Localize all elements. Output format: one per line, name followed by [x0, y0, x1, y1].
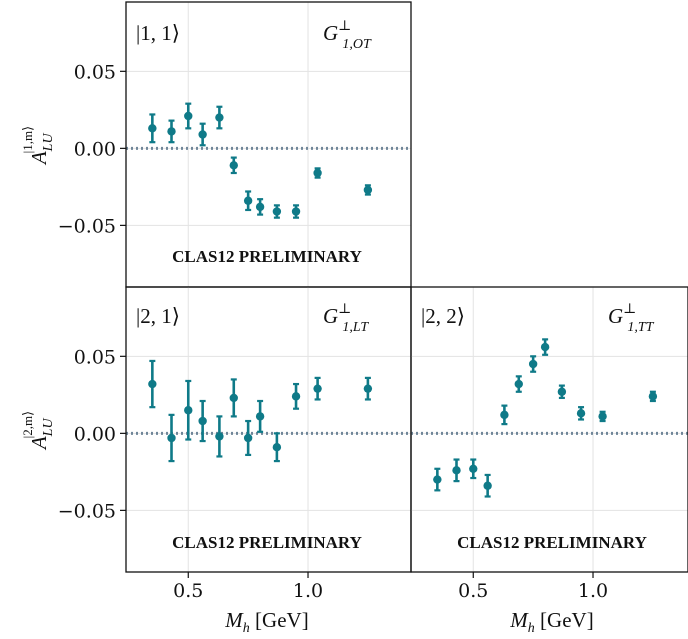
function-symbol: G	[323, 21, 338, 45]
data-point	[215, 432, 224, 441]
panel-frame	[125, 286, 412, 573]
function-symbol: G	[608, 304, 623, 328]
x-axis-label-left: Mh [GeV]	[224, 608, 308, 636]
x-axis-sub: h	[243, 621, 250, 636]
data-point	[469, 464, 478, 473]
data-point	[433, 475, 442, 484]
y-tick-label: 0.00	[74, 138, 116, 160]
y-axis-label-top: ALU |1,m⟩	[20, 126, 56, 166]
data-point	[215, 113, 224, 122]
y-axis-symbol: A	[27, 436, 51, 451]
x-tick-label: 1.0	[293, 580, 323, 602]
function-label-bottom-left: G⊥ 1,LT	[323, 302, 369, 335]
data-point	[528, 359, 538, 369]
state-label-bottom-left: |2, 1⟩	[136, 304, 180, 328]
data-point	[229, 393, 238, 403]
data-point	[272, 443, 282, 452]
function-sub: 1,TT	[627, 320, 654, 335]
function-sub: 1,OT	[342, 37, 372, 52]
panel-bottom-right: 0.5 1.0	[410, 286, 688, 602]
y-axis-sub: LU	[41, 133, 56, 153]
y-axis-sup: |1,m⟩	[20, 126, 35, 154]
data-point	[198, 130, 207, 139]
data-point	[184, 406, 193, 415]
data-point	[648, 392, 658, 401]
y-axis-symbol: A	[27, 151, 51, 166]
y-tick-label: 0.00	[74, 423, 116, 445]
data-point	[229, 161, 238, 170]
panel-bottom-left: 0.05 0.00 −0.05 0.5 1.0	[58, 286, 412, 602]
data-point	[198, 416, 207, 426]
function-label-bottom-right: G⊥ 1,TT	[608, 302, 655, 335]
data-point	[363, 384, 373, 393]
data-point	[243, 433, 253, 443]
y-axis-sup: |2,m⟩	[20, 411, 35, 439]
data-point	[576, 409, 586, 418]
x-axis-unit: [GeV]	[535, 608, 594, 632]
function-symbol: G	[323, 304, 338, 328]
x-tick-label: 0.5	[173, 580, 203, 602]
state-label-top-left: |1, 1⟩	[136, 21, 180, 45]
data-point	[313, 384, 322, 393]
data-point	[167, 127, 176, 136]
data-point	[557, 387, 567, 396]
data-point	[148, 379, 157, 389]
data-point	[452, 466, 461, 475]
data-point	[291, 207, 301, 216]
data-point	[313, 168, 322, 178]
x-axis-unit: [GeV]	[250, 608, 309, 632]
data-point	[540, 342, 550, 352]
x-axis-symbol: M	[224, 608, 244, 632]
y-tick-label: −0.05	[58, 215, 116, 237]
data-point	[598, 412, 607, 421]
x-axis-sub: h	[528, 621, 535, 636]
data-point	[514, 379, 523, 389]
watermark-bottom-right: CLAS12 PRELIMINARY	[457, 533, 647, 552]
y-axis-label-bottom: ALU |2,m⟩	[20, 411, 56, 451]
x-axis-label-right: Mh [GeV]	[509, 608, 593, 636]
function-sup: ⊥	[623, 302, 636, 317]
data-point	[483, 481, 492, 490]
y-tick-label: 0.05	[74, 61, 116, 83]
function-sup: ⊥	[338, 302, 351, 317]
panel-top-left: 0.05 0.00 −0.05	[58, 1, 412, 288]
data-point	[255, 202, 265, 212]
data-point	[272, 207, 282, 216]
watermark-top-left: CLAS12 PRELIMINARY	[172, 247, 362, 266]
data-point	[148, 124, 157, 133]
data-point	[255, 412, 265, 421]
data-point	[243, 196, 253, 205]
watermark-bottom-left: CLAS12 PRELIMINARY	[172, 533, 362, 552]
data-point	[184, 111, 193, 121]
y-tick-label: 0.05	[74, 346, 116, 368]
x-tick-label: 0.5	[458, 580, 488, 602]
data-point	[167, 433, 176, 443]
y-tick-label: −0.05	[58, 500, 116, 522]
panel-frame	[410, 286, 688, 573]
function-label-top-left: G⊥ 1,OT	[323, 19, 372, 52]
state-label-bottom-right: |2, 2⟩	[421, 304, 465, 328]
data-point	[291, 392, 301, 401]
function-sub: 1,LT	[342, 320, 369, 335]
function-sup: ⊥	[338, 19, 351, 34]
data-point	[500, 410, 509, 420]
data-point	[363, 185, 373, 195]
y-axis-sub: LU	[41, 418, 56, 438]
x-tick-label: 1.0	[578, 580, 608, 602]
x-axis-symbol: M	[509, 608, 529, 632]
